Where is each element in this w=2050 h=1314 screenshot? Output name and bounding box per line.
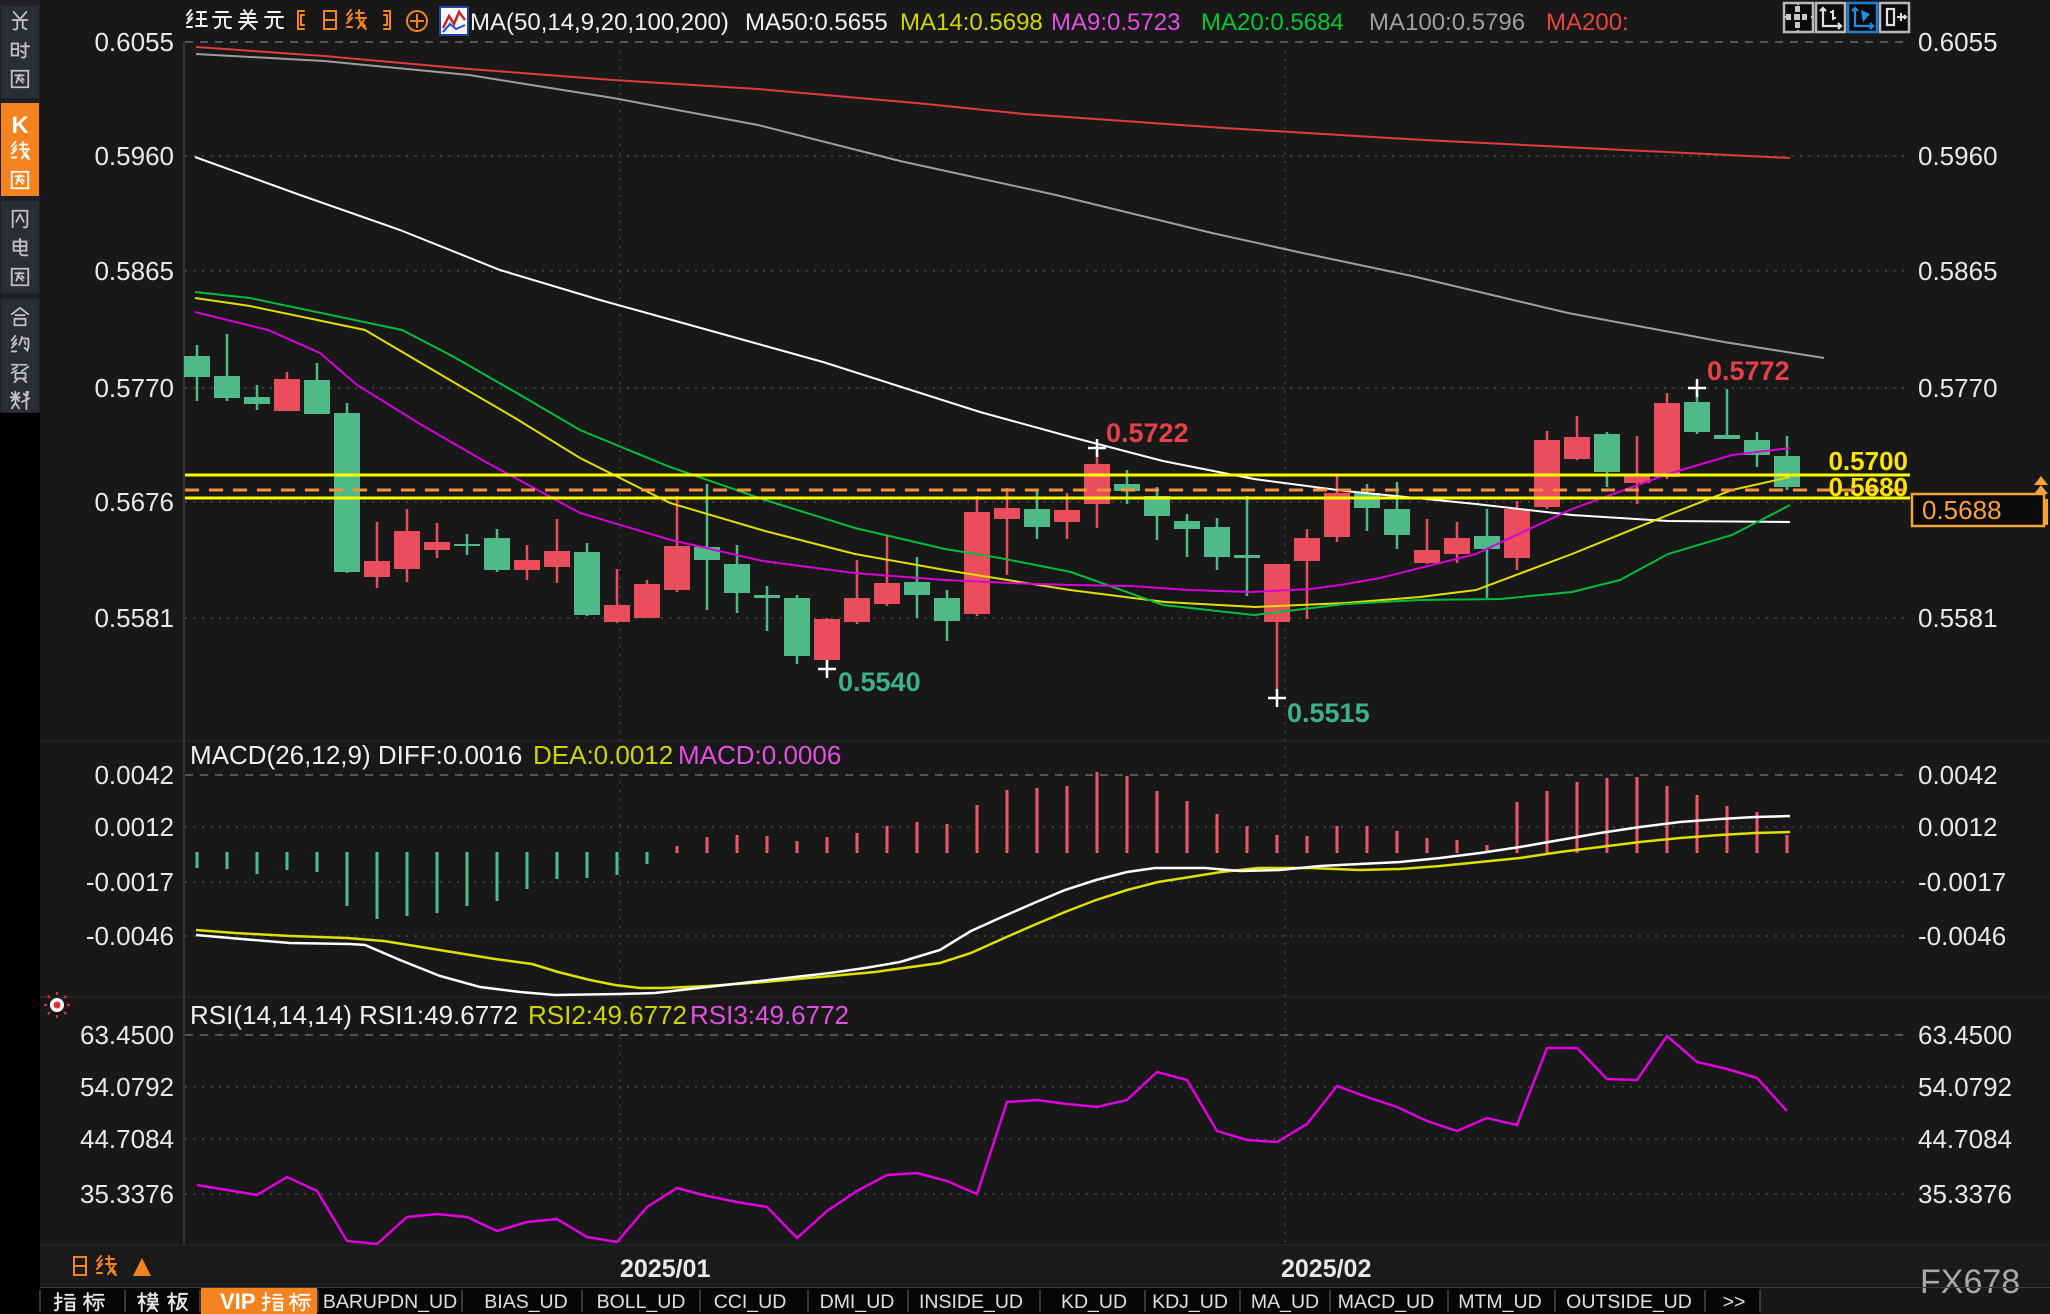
svg-text:FX678: FX678 — [1920, 1263, 2020, 1301]
svg-text:63.4500: 63.4500 — [1918, 1020, 2012, 1050]
svg-text:0.5960: 0.5960 — [94, 141, 174, 171]
svg-text:0.5770: 0.5770 — [1918, 373, 1998, 403]
svg-text:35.3376: 35.3376 — [80, 1179, 174, 1209]
svg-text:CCI_UD: CCI_UD — [714, 1291, 787, 1313]
svg-text:44.7084: 44.7084 — [1918, 1124, 2012, 1154]
svg-text:RSI2:49.6772: RSI2:49.6772 — [528, 1000, 687, 1030]
svg-text:0.0042: 0.0042 — [94, 760, 174, 790]
svg-text:0.5700: 0.5700 — [1828, 446, 1908, 476]
svg-text:MA(50,14,9,20,100,200): MA(50,14,9,20,100,200) — [470, 9, 729, 36]
svg-text:DMI_UD: DMI_UD — [820, 1291, 895, 1313]
svg-text:MA50:0.5655: MA50:0.5655 — [745, 9, 888, 36]
svg-text:0.5680: 0.5680 — [1828, 472, 1908, 502]
svg-text:0.5770: 0.5770 — [94, 373, 174, 403]
svg-text:MACD(26,12,9) DIFF:0.0016: MACD(26,12,9) DIFF:0.0016 — [190, 740, 522, 770]
svg-text:44.7084: 44.7084 — [80, 1124, 174, 1154]
svg-text:54.0792: 54.0792 — [1918, 1072, 2012, 1102]
svg-text:0.5581: 0.5581 — [94, 603, 174, 633]
svg-text:RSI3:49.6772: RSI3:49.6772 — [690, 1000, 849, 1030]
svg-text:OUTSIDE_UD: OUTSIDE_UD — [1566, 1291, 1692, 1313]
svg-text:MACD_UD: MACD_UD — [1338, 1291, 1434, 1313]
svg-text:MA_UD: MA_UD — [1251, 1291, 1319, 1313]
svg-text:MA100:0.5796: MA100:0.5796 — [1369, 9, 1525, 36]
svg-text:KDJ_UD: KDJ_UD — [1152, 1291, 1228, 1313]
svg-text:0.5865: 0.5865 — [94, 256, 174, 286]
svg-text:0.6055: 0.6055 — [1918, 27, 1998, 57]
svg-text:KD_UD: KD_UD — [1061, 1291, 1127, 1313]
svg-text:MA9:0.5723: MA9:0.5723 — [1051, 9, 1180, 36]
svg-text:0.5676: 0.5676 — [94, 487, 174, 517]
svg-text:0.0012: 0.0012 — [1918, 812, 1998, 842]
svg-text:35.3376: 35.3376 — [1918, 1179, 2012, 1209]
svg-text:VIP: VIP — [220, 1289, 255, 1314]
svg-text:MTM_UD: MTM_UD — [1458, 1291, 1541, 1313]
svg-text:0.6055: 0.6055 — [94, 27, 174, 57]
svg-text:INSIDE_UD: INSIDE_UD — [919, 1291, 1023, 1313]
svg-text:0.0012: 0.0012 — [94, 812, 174, 842]
svg-text:0.5722: 0.5722 — [1106, 418, 1189, 448]
svg-text:2025/01: 2025/01 — [620, 1255, 710, 1283]
svg-text:-0.0046: -0.0046 — [1918, 921, 2006, 951]
svg-text:0.5960: 0.5960 — [1918, 141, 1998, 171]
svg-text:RSI(14,14,14) RSI1:49.6772: RSI(14,14,14) RSI1:49.6772 — [190, 1000, 518, 1030]
svg-text:MA20:0.5684: MA20:0.5684 — [1201, 9, 1344, 36]
svg-text:0.5688: 0.5688 — [1922, 495, 2002, 525]
svg-text:BARUPDN_UD: BARUPDN_UD — [323, 1291, 457, 1313]
svg-text:0.5772: 0.5772 — [1707, 356, 1790, 386]
svg-text:-0.0017: -0.0017 — [86, 867, 174, 897]
svg-text:63.4500: 63.4500 — [80, 1020, 174, 1050]
svg-text:0.5865: 0.5865 — [1918, 256, 1998, 286]
svg-text:MACD:0.0006: MACD:0.0006 — [678, 740, 841, 770]
svg-text:0.5540: 0.5540 — [838, 667, 921, 697]
svg-text:0.5515: 0.5515 — [1287, 698, 1370, 728]
svg-text:-0.0046: -0.0046 — [86, 921, 174, 951]
svg-text:MA14:0.5698: MA14:0.5698 — [900, 9, 1043, 36]
svg-text:-0.0017: -0.0017 — [1918, 867, 2006, 897]
svg-text:2025/02: 2025/02 — [1281, 1255, 1371, 1283]
svg-text:54.0792: 54.0792 — [80, 1072, 174, 1102]
svg-text:>>: >> — [1723, 1291, 1746, 1313]
svg-text:BIAS_UD: BIAS_UD — [484, 1291, 567, 1313]
svg-text:K: K — [11, 112, 29, 139]
svg-text:DEA:0.0012: DEA:0.0012 — [533, 740, 673, 770]
svg-text:BOLL_UD: BOLL_UD — [597, 1291, 686, 1313]
svg-text:0.5581: 0.5581 — [1918, 603, 1998, 633]
svg-text:0.0042: 0.0042 — [1918, 760, 1998, 790]
svg-text:MA200:: MA200: — [1546, 9, 1629, 36]
